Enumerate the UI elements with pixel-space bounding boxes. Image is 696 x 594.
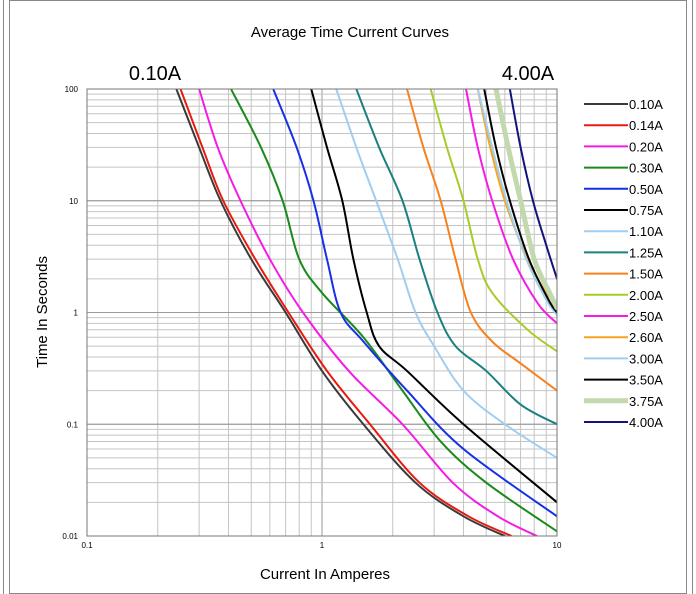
legend-label: 4.00A (629, 415, 663, 430)
series-line-0.10A (175, 89, 506, 536)
legend-label: 0.14A (629, 118, 663, 133)
legend-label: 0.75A (629, 203, 663, 218)
series-line-0.30A (230, 89, 557, 533)
series-line-0.50A (272, 89, 557, 518)
y-tick-label: 0.1 (67, 420, 79, 429)
y-tick-label: 1 (74, 309, 79, 318)
series-line-0.14A (179, 89, 513, 536)
legend-label: 1.50A (629, 267, 663, 282)
x-axis-label: Current In Amperes (260, 566, 390, 583)
series-line-3.50A (483, 89, 557, 314)
series-line-1.50A (406, 89, 557, 392)
series-line-3.00A (476, 89, 557, 316)
x-tick-label: 0.1 (81, 541, 93, 550)
series-line-1.10A (335, 89, 557, 459)
legend-label: 3.75A (629, 394, 663, 409)
y-tick-label: 100 (65, 85, 79, 94)
legend-label: 3.00A (629, 351, 663, 366)
series-line-3.75A (493, 89, 557, 311)
legend-label: 0.20A (629, 139, 663, 154)
series-layer (175, 89, 557, 536)
grid (86, 88, 558, 537)
series-line-0.75A (310, 89, 557, 504)
series-line-2.50A (465, 89, 557, 325)
legend-label: 0.10A (629, 97, 663, 112)
range-left-label: 0.10A (129, 63, 182, 85)
series-line-2.00A (429, 89, 557, 353)
range-right-label: 4.00A (502, 63, 555, 85)
legend-label: 0.30A (629, 161, 663, 176)
y-tick-label: 0.01 (62, 532, 78, 541)
plot-border (86, 88, 558, 537)
y-tick-label: 10 (69, 197, 78, 206)
legend-label: 1.10A (629, 224, 663, 239)
legend-label: 3.50A (629, 373, 663, 388)
legend-label: 0.50A (629, 182, 663, 197)
legend-label: 1.25A (629, 245, 663, 260)
legend-label: 2.00A (629, 288, 663, 303)
series-line-4.00A (508, 89, 557, 280)
series-line-1.25A (355, 89, 557, 426)
legend-label: 2.60A (629, 330, 663, 345)
legend: 0.10A 0.14A 0.20A 0.30A 0.50A 0.75A 1.10A 1.25A… (584, 97, 663, 430)
legend-label: 2.50A (629, 309, 663, 324)
chart-title: Average Time Current Curves (251, 24, 449, 41)
series-line-0.20A (198, 89, 538, 536)
y-axis-label: Time In Seconds (34, 256, 51, 368)
x-tick-label: 10 (553, 541, 562, 550)
x-tick-label: 1 (320, 541, 325, 550)
